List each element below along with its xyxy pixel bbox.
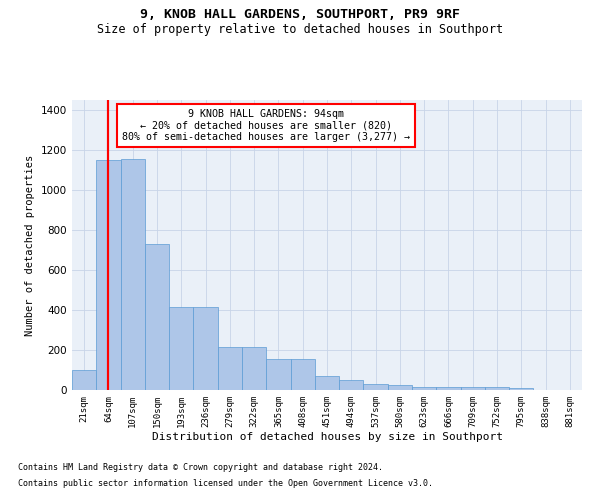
Text: Size of property relative to detached houses in Southport: Size of property relative to detached ho… — [97, 22, 503, 36]
Bar — [436, 387, 461, 390]
Text: Contains HM Land Registry data © Crown copyright and database right 2024.: Contains HM Land Registry data © Crown c… — [18, 464, 383, 472]
Bar — [388, 385, 412, 390]
Bar — [412, 387, 436, 390]
Bar — [121, 159, 145, 390]
Bar — [96, 160, 121, 390]
Bar — [364, 384, 388, 390]
Bar — [145, 244, 169, 390]
Text: 9 KNOB HALL GARDENS: 94sqm
← 20% of detached houses are smaller (820)
80% of sem: 9 KNOB HALL GARDENS: 94sqm ← 20% of deta… — [122, 108, 410, 142]
Y-axis label: Number of detached properties: Number of detached properties — [25, 154, 35, 336]
Bar — [509, 388, 533, 390]
Bar — [339, 380, 364, 390]
Bar — [461, 387, 485, 390]
Bar — [169, 307, 193, 390]
Bar — [72, 370, 96, 390]
Text: Distribution of detached houses by size in Southport: Distribution of detached houses by size … — [151, 432, 503, 442]
Text: Contains public sector information licensed under the Open Government Licence v3: Contains public sector information licen… — [18, 478, 433, 488]
Bar — [315, 376, 339, 390]
Bar — [218, 347, 242, 390]
Bar — [242, 347, 266, 390]
Bar — [193, 307, 218, 390]
Bar — [266, 359, 290, 390]
Bar — [290, 359, 315, 390]
Bar — [485, 387, 509, 390]
Text: 9, KNOB HALL GARDENS, SOUTHPORT, PR9 9RF: 9, KNOB HALL GARDENS, SOUTHPORT, PR9 9RF — [140, 8, 460, 20]
